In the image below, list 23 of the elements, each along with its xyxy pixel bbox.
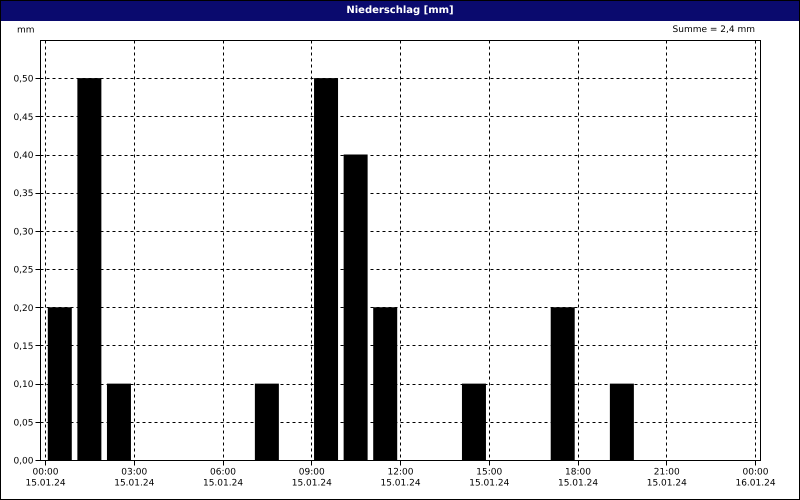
y-tick-label: 0,20 xyxy=(13,304,34,314)
y-tick-label: 0,05 xyxy=(13,418,34,428)
y-tick-label: 0,50 xyxy=(13,74,34,85)
y-tick-label: 0,45 xyxy=(13,112,34,123)
y-tick-label: 0,15 xyxy=(13,342,34,352)
y-axis-title: mm xyxy=(16,26,34,36)
x-tick-label: 06:00 15.01.24 xyxy=(202,468,244,488)
text: Summe = 2,4 mm xyxy=(672,25,755,35)
x-tick-label: 15:00 15.01.24 xyxy=(469,468,510,488)
y-tick-label: 0,00 xyxy=(13,456,34,466)
chart-title: Niederschlag [mm] xyxy=(1,1,799,21)
x-tick-label: 21:00 15.01.24 xyxy=(646,468,688,488)
y-tick-label: 0,40 xyxy=(13,151,34,162)
y-tick-label: 0,35 xyxy=(13,189,34,200)
x-tick-label: 18:00 15.01.24 xyxy=(558,468,598,488)
x-tick-label: 12:00 15.01.24 xyxy=(380,468,421,488)
y-tick-label: 0,30 xyxy=(13,227,34,238)
x-tick-label: 00:00 15.01.24 xyxy=(25,468,66,488)
x-tick-label: 00:00 16.01.24 xyxy=(735,468,776,488)
y-tick-label: 0,25 xyxy=(13,266,34,276)
x-tick-label: 03:00 15.01.24 xyxy=(114,468,155,488)
y-tick-label: 0,10 xyxy=(13,380,34,390)
x-tick-label: 09:00 15.01.24 xyxy=(292,468,332,488)
